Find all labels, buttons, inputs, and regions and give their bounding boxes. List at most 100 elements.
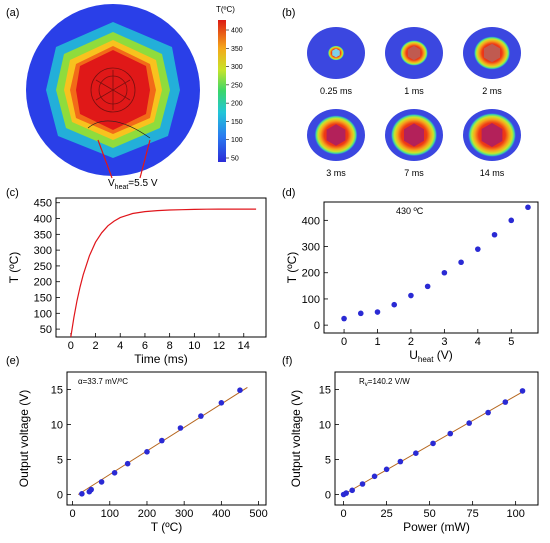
heater-pattern <box>90 67 136 113</box>
colorbar-tick-label: 400 <box>231 28 243 35</box>
y-tick-label: 450 <box>34 198 52 210</box>
data-point <box>466 420 472 426</box>
y-tick-label: 0 <box>325 490 331 502</box>
x-tick-label: 100 <box>506 508 524 520</box>
thermal-frame: 7 ms <box>385 109 443 178</box>
data-point <box>341 315 347 322</box>
x-axis-label: Power (mW) <box>403 520 470 534</box>
frame-time-label: 14 ms <box>480 168 505 178</box>
data-point <box>413 450 419 457</box>
data-point <box>357 310 364 317</box>
y-axis-label: T (ºC) <box>285 252 299 284</box>
y-tick-label: 100 <box>34 308 52 320</box>
thermal-frames: 0.25 ms 1 ms 2 ms 3 ms 7 ms 14 ms <box>307 27 521 178</box>
thermal-frame: 1 ms <box>385 27 443 96</box>
y-tick-label: 0 <box>314 320 320 332</box>
panel-b: (b) 0.25 ms 1 ms 2 ms 3 ms 7 ms 14 ms <box>282 7 521 178</box>
y-tick-label: 10 <box>319 420 331 432</box>
panel-label-d: (d) <box>282 187 295 199</box>
chart-f: 0 25 50 75 100 0 5 10 15 Power (mW) Output voltage… <box>289 371 539 534</box>
data-point <box>374 309 381 315</box>
data-point <box>124 460 131 467</box>
x-tick-label: 0 <box>341 508 347 520</box>
x-tick-label: 4 <box>475 336 481 348</box>
x-tick-label: 5 <box>508 336 514 348</box>
data-point <box>98 479 105 485</box>
annotation-line-right <box>139 139 151 179</box>
y-tick-label: 200 <box>302 268 320 280</box>
x-tick-label: 0 <box>341 336 347 348</box>
data-point <box>359 481 366 487</box>
y-tick-label: 400 <box>34 214 52 226</box>
data-point <box>491 231 498 238</box>
thermal-frame: 0.25 ms <box>307 27 365 96</box>
data-point <box>430 440 436 447</box>
y-axis-label: Output voltage (V) <box>289 390 303 487</box>
panel-label-a: (a) <box>6 7 19 19</box>
y-tick-label: 10 <box>51 420 63 432</box>
plot-frame <box>55 197 267 338</box>
data-point <box>424 283 431 290</box>
panel-label-f: (f) <box>282 355 292 367</box>
x-tick-label: 200 <box>138 508 156 520</box>
x-axis-label: T (ºC) <box>151 520 183 534</box>
y-tick-label: 300 <box>34 245 52 257</box>
y-tick-label: 200 <box>34 277 52 289</box>
panel-label-c: (c) <box>6 187 19 199</box>
panel-label-b: (b) <box>282 7 295 19</box>
y-tick-label: 250 <box>34 261 52 273</box>
data-point <box>144 449 150 455</box>
data-point <box>383 466 390 473</box>
x-tick-label: 3 <box>441 336 447 348</box>
x-tick-label: 12 <box>213 340 225 352</box>
chart-c: 0 2 4 6 8 10 12 14 50 100 150 200 250 300 350 400 450 Tim… <box>7 197 267 366</box>
data-point <box>391 301 398 308</box>
y-tick-label: 0 <box>57 490 63 502</box>
frame-time-label: 3 ms <box>326 168 346 178</box>
colorbar-ticks: 400 350 300 250 200 150 100 50 <box>226 28 243 163</box>
chart-e: 0 100 200 300 400 500 0 5 10 15 T (ºC) Output volta… <box>17 371 268 534</box>
data-point <box>502 399 509 405</box>
x-tick-label: 100 <box>101 508 119 520</box>
x-tick-label: 14 <box>238 340 250 352</box>
data-point <box>397 458 404 465</box>
data-point <box>349 487 356 494</box>
data-point <box>198 413 204 419</box>
data-point <box>447 430 454 437</box>
y-tick-label: 300 <box>302 242 320 254</box>
frame-time-label: 0.25 ms <box>320 86 353 96</box>
data-point <box>159 437 165 444</box>
y-axis-label: Output voltage (V) <box>17 390 31 487</box>
colorbar-tick-label: 200 <box>231 101 243 108</box>
panel-a: (a) Vheat=5.5 V T(ºC) 400 350 300 250 200 150… <box>6 4 243 191</box>
data-point <box>237 387 243 394</box>
annotation-430: 430 ºC <box>396 206 424 216</box>
y-tick-label: 15 <box>51 385 63 397</box>
x-tick-label: 0 <box>68 340 74 352</box>
series-line <box>70 208 257 338</box>
colorbar-tick-label: 350 <box>231 46 243 53</box>
y-tick-label: 150 <box>34 293 52 305</box>
data-point <box>177 425 184 431</box>
panel-label-e: (e) <box>6 355 19 367</box>
colorbar-tick-label: 50 <box>231 156 239 163</box>
frame-time-label: 7 ms <box>404 168 424 178</box>
frame-hotspot-core <box>332 48 340 58</box>
x-tick-label: 1 <box>374 336 380 348</box>
colorbar-tick-label: 150 <box>231 119 243 126</box>
colorbar <box>218 20 226 162</box>
annotation-line-left <box>97 139 113 179</box>
x-axis-label: Uheat (V) <box>409 348 453 364</box>
x-tick-label: 4 <box>117 340 123 352</box>
data-point <box>88 486 94 493</box>
data-point <box>371 473 378 480</box>
x-tick-label: 2 <box>408 336 414 348</box>
y-tick-label: 15 <box>319 385 331 397</box>
y-tick-label: 100 <box>302 294 320 306</box>
data-point <box>111 470 118 476</box>
chart-d: 0 1 2 3 4 5 0 100 200 300 400 Uheat (V) T (ºC) <box>285 201 539 364</box>
frame-hotspot-core <box>484 43 500 63</box>
x-tick-label: 500 <box>249 508 267 520</box>
frame-hotspot-core <box>407 45 421 61</box>
